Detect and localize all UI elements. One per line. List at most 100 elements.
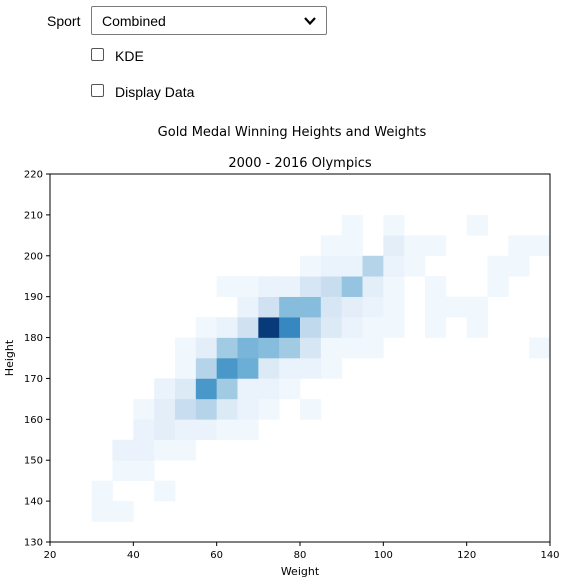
heatmap-cell	[321, 338, 342, 359]
heatmap-cell	[321, 297, 342, 318]
y-tick-label: 210	[24, 210, 43, 221]
heatmap-cell	[342, 297, 363, 318]
heatmap-cell	[217, 358, 238, 379]
heatmap-cell	[175, 358, 196, 379]
heatmap-cell	[154, 419, 175, 440]
heatmap-cell	[383, 297, 404, 318]
heatmap-cell	[467, 297, 488, 318]
heatmap-cell	[467, 215, 488, 236]
heatmap-cell	[467, 317, 488, 338]
sport-dropdown[interactable]: Combined	[91, 6, 327, 35]
heatmap-cell	[300, 338, 321, 359]
sport-label: Sport	[47, 13, 80, 29]
heatmap-cell	[196, 358, 217, 379]
heatmap-cell	[363, 256, 384, 277]
heatmap-cell	[196, 378, 217, 399]
heatmap-cell	[238, 419, 259, 440]
heatmap-cell	[383, 276, 404, 297]
heatmap-cell	[238, 297, 259, 318]
heatmap-cell	[217, 399, 238, 420]
y-axis-ticks: 130 140 150 160 170 180 190 200 210 220	[24, 170, 50, 549]
heatmap-cell	[258, 297, 279, 318]
x-tick-label: 60	[210, 550, 223, 561]
heatmap-cell	[217, 378, 238, 399]
heatmap-cell	[363, 317, 384, 338]
heatmap-cell	[196, 399, 217, 420]
heatmap-cell	[383, 317, 404, 338]
heatmap-cell	[238, 317, 259, 338]
heatmap-cell	[342, 317, 363, 338]
heatmap-cell	[196, 317, 217, 338]
chart-title: Gold Medal Winning Heights and Weights	[158, 125, 427, 140]
heatmap-cell	[258, 276, 279, 297]
heatmap-cell	[446, 297, 467, 318]
heatmap-cell	[342, 338, 363, 359]
heatmap-cell	[175, 419, 196, 440]
heatmap-cell	[238, 276, 259, 297]
x-axis-label: Weight	[281, 565, 320, 578]
heatmap-cell	[425, 276, 446, 297]
heatmap-cell	[196, 419, 217, 440]
heatmap-cell	[363, 338, 384, 359]
heatmap-cell	[154, 378, 175, 399]
heatmap-cell	[279, 276, 300, 297]
heatmap-cell	[175, 338, 196, 359]
heatmap-cell	[529, 338, 550, 359]
heatmap-cell	[425, 317, 446, 338]
x-tick-label: 120	[457, 550, 476, 561]
y-tick-label: 170	[24, 374, 43, 385]
heatmap-cell	[258, 317, 279, 338]
heatmap-cell	[133, 419, 154, 440]
x-tick-label: 20	[44, 550, 57, 561]
x-tick-label: 40	[127, 550, 140, 561]
heatmap-cell	[258, 338, 279, 359]
chevron-down-icon	[303, 15, 317, 27]
heatmap-cell	[300, 256, 321, 277]
heatmap-cell	[363, 276, 384, 297]
heatmap-cell	[300, 399, 321, 420]
heatmap-cell	[342, 276, 363, 297]
y-tick-label: 190	[24, 292, 43, 303]
heatmap-cell	[279, 317, 300, 338]
heatmap-cell	[217, 276, 238, 297]
heatmap-cell	[217, 338, 238, 359]
heatmap-cell	[342, 235, 363, 256]
heatmap-cell	[488, 256, 509, 277]
heatmap-cell	[258, 378, 279, 399]
heatmap-cell	[217, 419, 238, 440]
heatmap-cell	[154, 399, 175, 420]
heatmap-cell	[113, 440, 134, 461]
kde-checkbox[interactable]	[91, 48, 104, 61]
y-tick-label: 180	[24, 333, 43, 344]
display-data-label: Display Data	[115, 84, 194, 100]
heatmap-cell	[321, 317, 342, 338]
heatmap-cell	[300, 317, 321, 338]
heatmap-cell	[404, 256, 425, 277]
heatmap-cell	[342, 256, 363, 277]
heatmap-cell	[113, 501, 134, 522]
heatmap-cell	[258, 358, 279, 379]
heatmap-cell	[133, 440, 154, 461]
heatmap-cell	[488, 276, 509, 297]
heatmap-cell	[279, 358, 300, 379]
y-tick-label: 150	[24, 456, 43, 467]
heatmap-cell	[300, 297, 321, 318]
display-data-checkbox[interactable]	[91, 84, 104, 97]
heatmap-cell	[196, 338, 217, 359]
heatmap-cell	[175, 378, 196, 399]
heatmap-cell	[113, 460, 134, 481]
heatmap-cell	[133, 399, 154, 420]
heatmap-cell	[383, 215, 404, 236]
heatmap-cell	[154, 481, 175, 502]
heatmap-cell	[363, 297, 384, 318]
y-axis-label: Height	[3, 339, 16, 376]
y-tick-label: 160	[24, 415, 43, 426]
y-tick-label: 140	[24, 497, 43, 508]
heatmap-cell	[175, 440, 196, 461]
heatmap-cell	[321, 256, 342, 277]
x-axis-ticks: 20 40 60 80 100 120 140	[44, 542, 560, 561]
heatmap-cell	[508, 256, 529, 277]
heatmap-cell	[238, 399, 259, 420]
heatmap-cell	[529, 235, 550, 256]
heatmap-cell	[321, 358, 342, 379]
